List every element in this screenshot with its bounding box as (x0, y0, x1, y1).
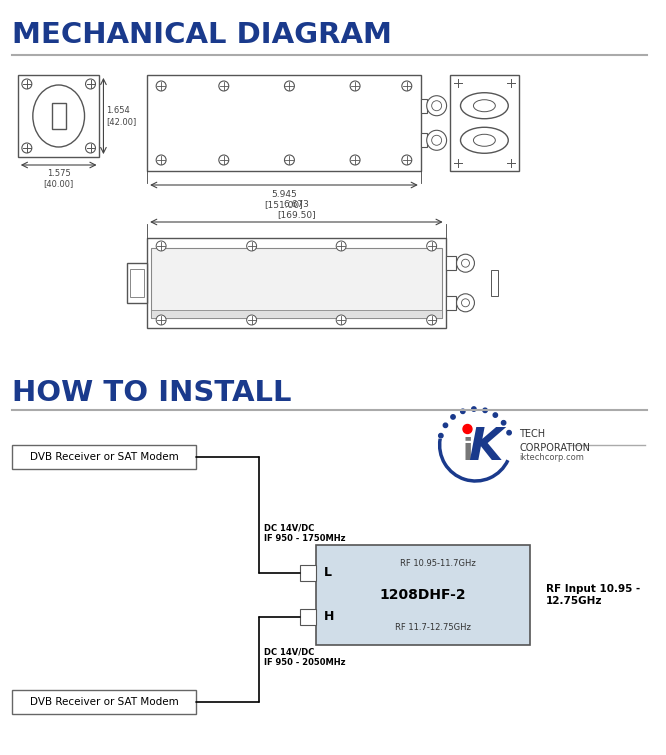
Text: 1208DHF-2: 1208DHF-2 (380, 588, 466, 602)
Bar (131, 269, 145, 297)
Bar (52, 103, 66, 129)
Circle shape (427, 96, 447, 116)
Circle shape (461, 409, 465, 414)
Text: TECH
CORPORATION: TECH CORPORATION (519, 430, 590, 452)
Circle shape (427, 131, 447, 150)
Circle shape (219, 81, 228, 91)
Text: RF Input 10.95 -
12.75GHz: RF Input 10.95 - 12.75GHz (546, 584, 640, 606)
Text: DVB Receiver or SAT Modem: DVB Receiver or SAT Modem (29, 697, 178, 707)
Bar (127, 263, 147, 303)
Bar (421, 134, 427, 147)
Bar (316, 545, 530, 645)
Circle shape (507, 430, 511, 435)
Circle shape (156, 155, 166, 165)
Circle shape (462, 299, 470, 307)
Circle shape (456, 294, 474, 312)
Text: MECHANICAL DIAGRAM: MECHANICAL DIAGRAM (12, 21, 392, 49)
Bar (492, 270, 498, 296)
Ellipse shape (33, 85, 85, 147)
Circle shape (402, 81, 412, 91)
Text: 1.575
[40.00]: 1.575 [40.00] (43, 169, 74, 189)
Text: iktechcorp.com: iktechcorp.com (519, 454, 584, 463)
Text: 1.654
[42.00]: 1.654 [42.00] (107, 106, 137, 125)
Text: i: i (462, 436, 473, 466)
Bar (18, 75, 99, 157)
Text: K: K (468, 426, 503, 469)
Bar (421, 99, 427, 112)
Bar (446, 256, 456, 270)
Circle shape (336, 241, 346, 251)
Ellipse shape (474, 134, 496, 146)
Circle shape (463, 424, 472, 433)
Text: H: H (324, 611, 334, 624)
Text: DC 14V/DC
IF 950 - 1750MHz: DC 14V/DC IF 950 - 1750MHz (264, 523, 345, 543)
Circle shape (456, 254, 474, 273)
Circle shape (501, 421, 505, 425)
Bar (446, 296, 456, 310)
Circle shape (246, 315, 256, 325)
Bar (300, 565, 316, 581)
Ellipse shape (460, 93, 508, 119)
Bar (151, 248, 442, 318)
Circle shape (402, 155, 412, 165)
Circle shape (156, 81, 166, 91)
Text: 6.673
[169.50]: 6.673 [169.50] (277, 199, 316, 219)
Circle shape (336, 315, 346, 325)
Bar (147, 238, 446, 328)
Bar (300, 609, 316, 625)
Circle shape (219, 155, 228, 165)
Circle shape (22, 79, 32, 89)
Ellipse shape (460, 128, 508, 153)
Circle shape (156, 315, 166, 325)
Circle shape (284, 155, 294, 165)
Circle shape (439, 433, 443, 438)
Bar (151, 310, 442, 318)
Bar (12, 690, 196, 714)
Circle shape (451, 414, 455, 419)
Text: DVB Receiver or SAT Modem: DVB Receiver or SAT Modem (29, 452, 178, 462)
Circle shape (246, 241, 256, 251)
Text: 5.945
[151.00]: 5.945 [151.00] (264, 190, 303, 209)
Text: HOW TO INSTALL: HOW TO INSTALL (12, 379, 292, 407)
Circle shape (156, 241, 166, 251)
Circle shape (493, 413, 498, 418)
Bar (147, 75, 421, 171)
Circle shape (85, 79, 95, 89)
Text: RF 10.95-11.7GHz: RF 10.95-11.7GHz (400, 559, 476, 568)
Circle shape (427, 241, 437, 251)
Circle shape (432, 100, 442, 111)
Circle shape (427, 315, 437, 325)
Ellipse shape (474, 100, 496, 112)
Circle shape (284, 81, 294, 91)
Text: L: L (324, 566, 332, 580)
Circle shape (350, 155, 360, 165)
Text: DC 14V/DC
IF 950 - 2050MHz: DC 14V/DC IF 950 - 2050MHz (264, 647, 345, 667)
Bar (12, 445, 196, 469)
Circle shape (483, 408, 488, 412)
Circle shape (462, 259, 470, 267)
Circle shape (432, 135, 442, 145)
Circle shape (22, 143, 32, 153)
Circle shape (85, 143, 95, 153)
Circle shape (444, 423, 448, 427)
Text: RF 11.7-12.75GHz: RF 11.7-12.75GHz (395, 623, 471, 631)
Circle shape (472, 407, 476, 411)
Bar (450, 75, 519, 171)
Circle shape (350, 81, 360, 91)
